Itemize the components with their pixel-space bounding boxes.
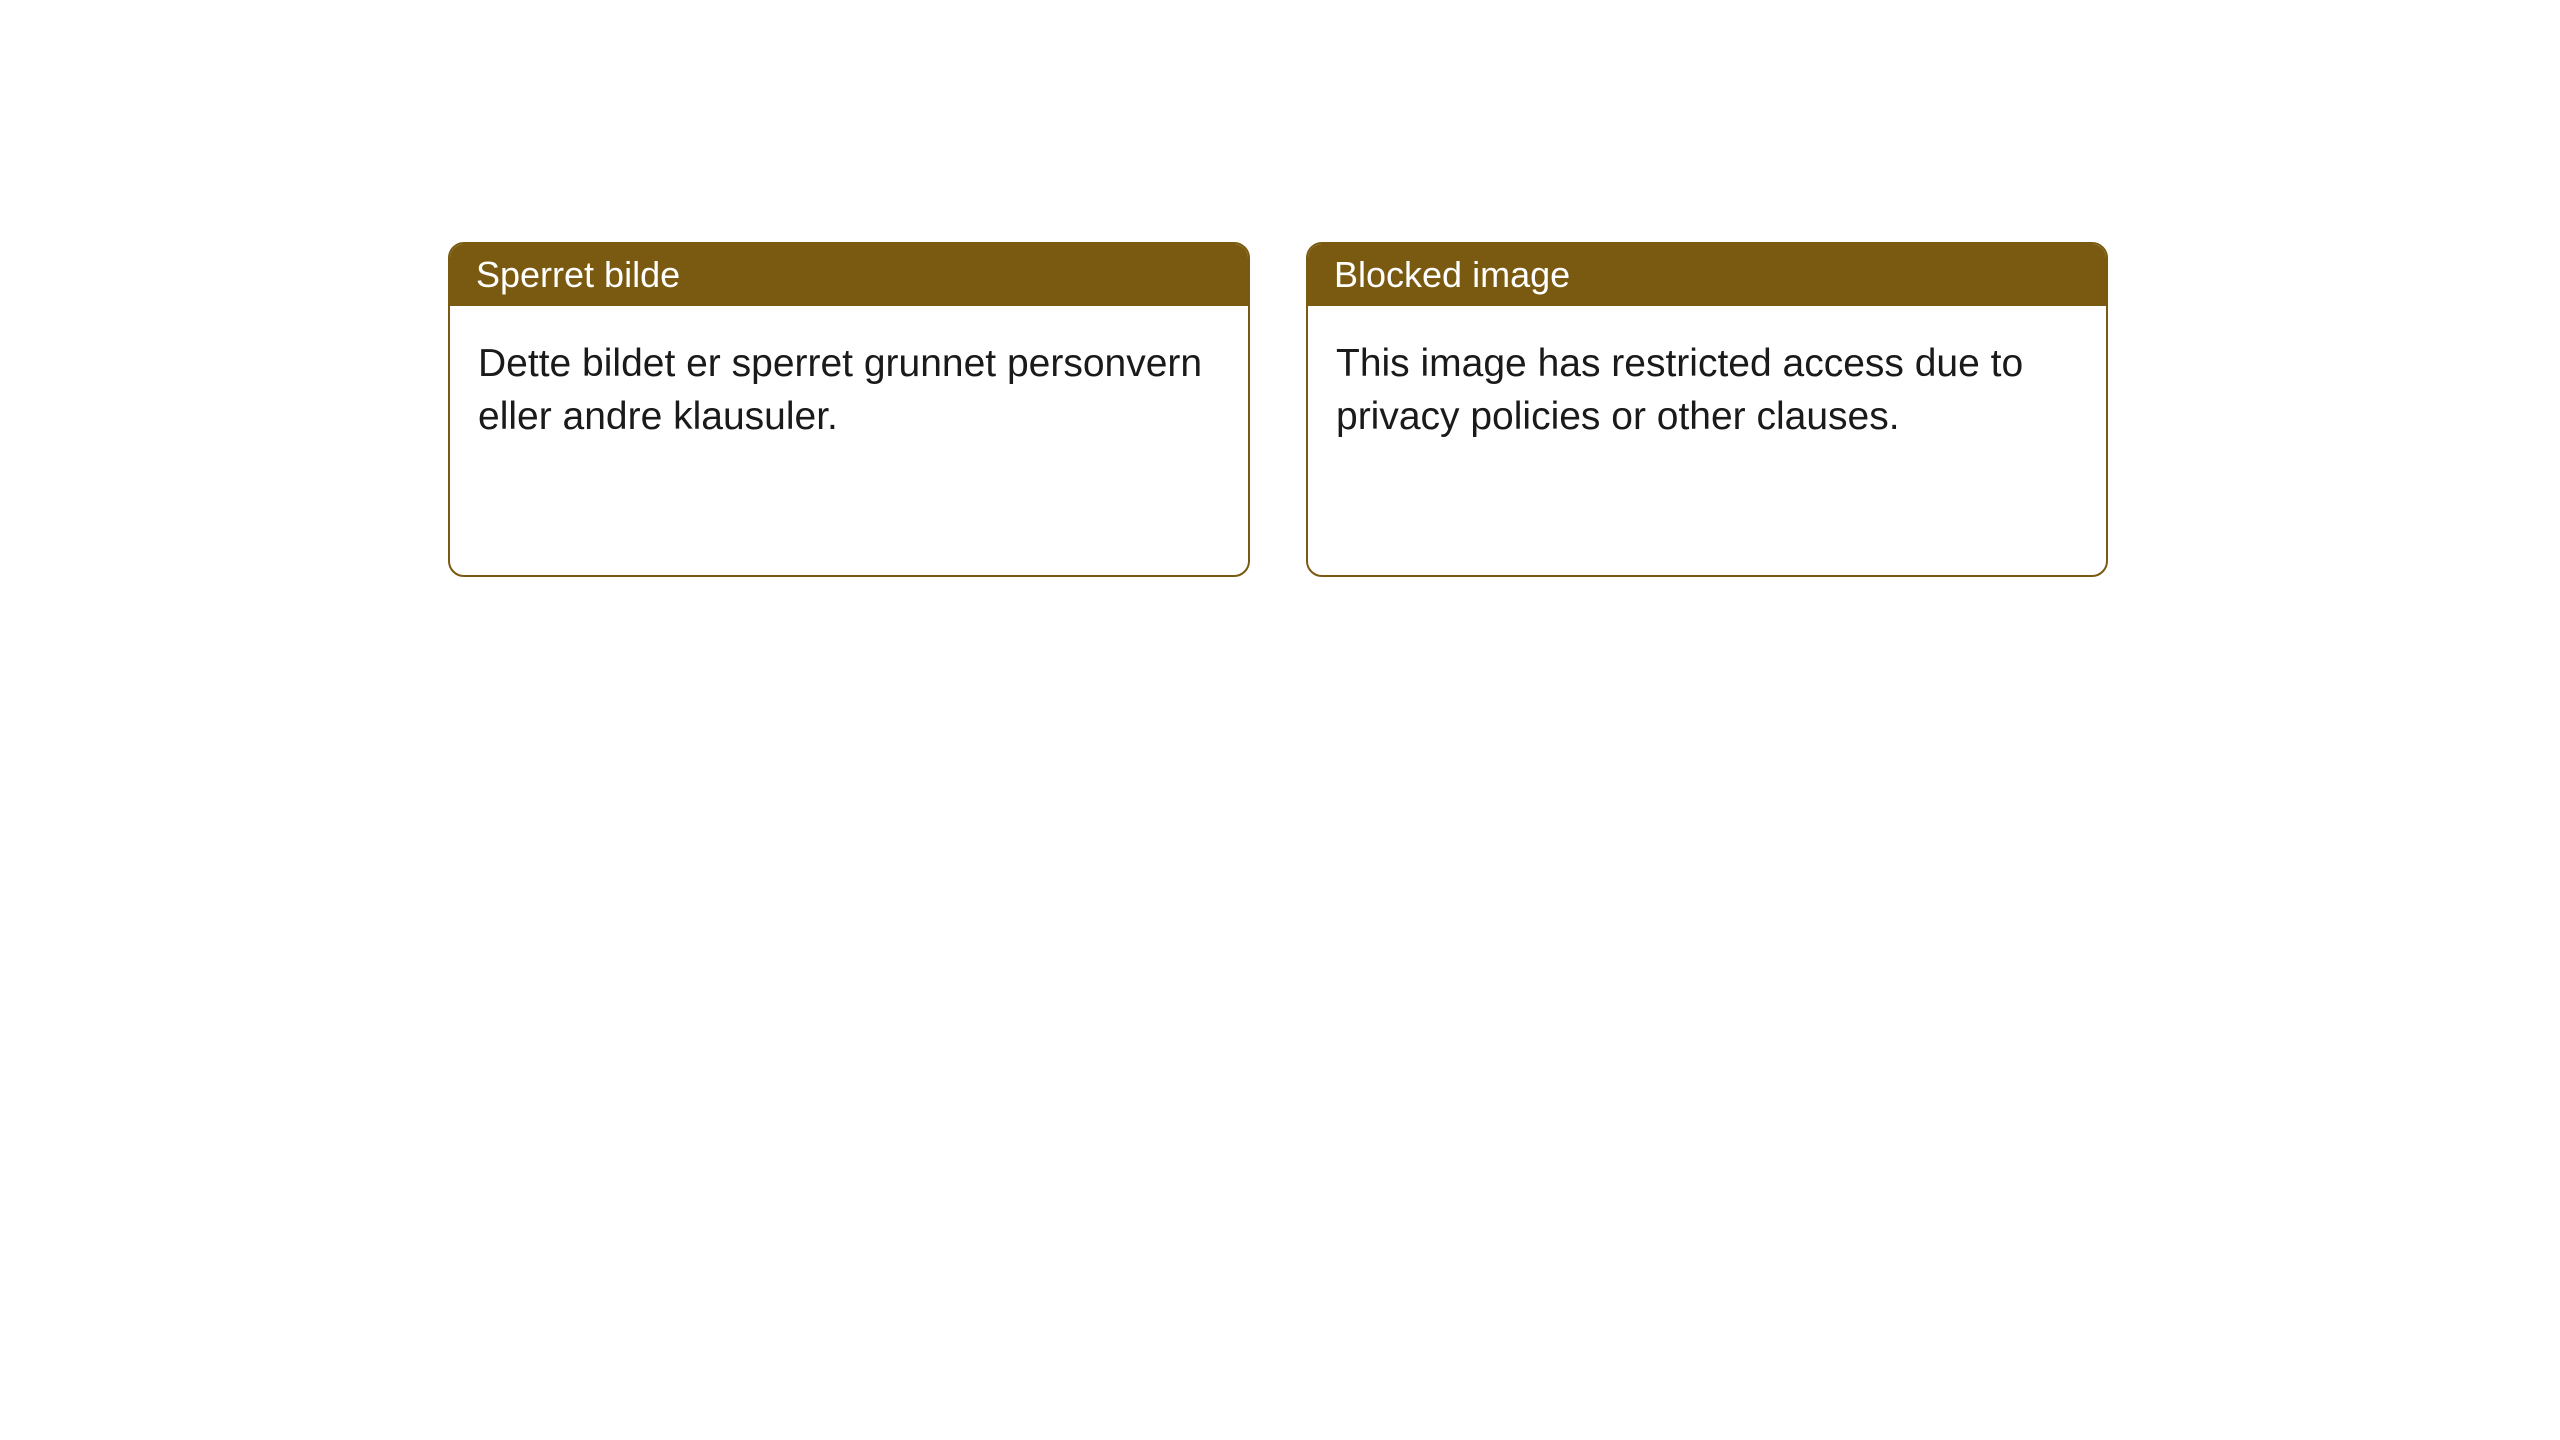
blocked-image-card-norwegian: Sperret bilde Dette bildet er sperret gr…: [448, 242, 1250, 577]
blocked-image-card-english: Blocked image This image has restricted …: [1306, 242, 2108, 577]
card-title-norwegian: Sperret bilde: [476, 254, 680, 295]
card-header-norwegian: Sperret bilde: [450, 244, 1248, 306]
card-message-english: This image has restricted access due to …: [1336, 342, 2023, 438]
card-title-english: Blocked image: [1334, 254, 1570, 295]
card-message-norwegian: Dette bildet er sperret grunnet personve…: [478, 342, 1202, 438]
card-body-norwegian: Dette bildet er sperret grunnet personve…: [450, 306, 1248, 475]
card-header-english: Blocked image: [1308, 244, 2106, 306]
card-body-english: This image has restricted access due to …: [1308, 306, 2106, 475]
notice-cards-container: Sperret bilde Dette bildet er sperret gr…: [0, 0, 2560, 577]
